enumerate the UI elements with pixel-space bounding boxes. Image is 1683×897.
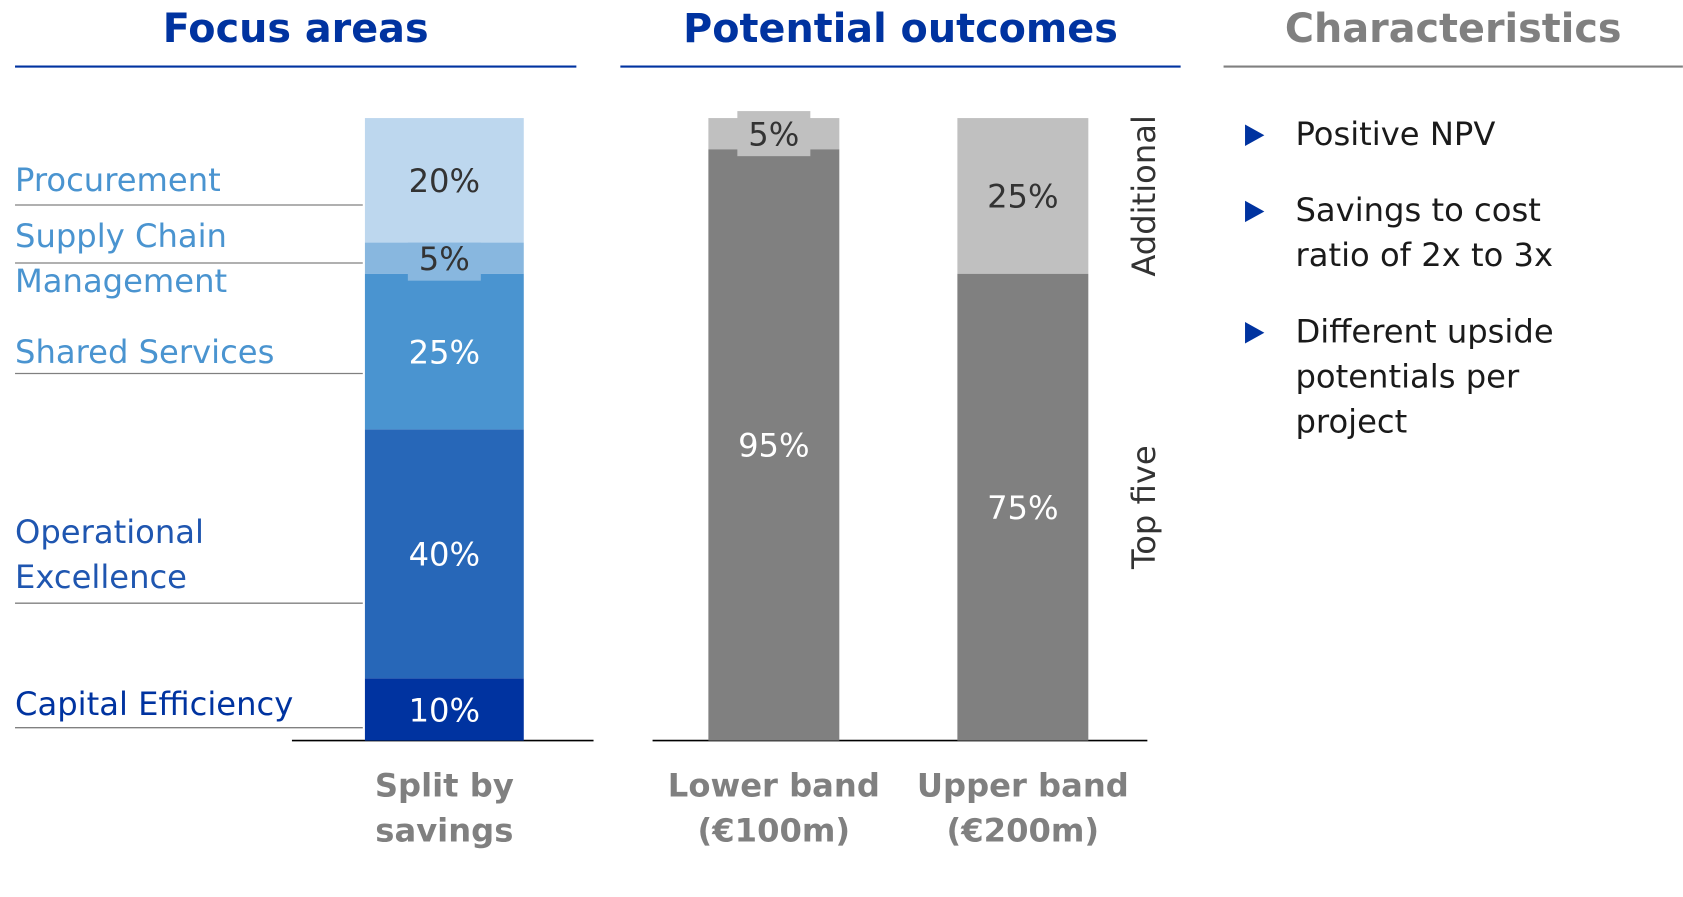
legend-label: Operational Excellence [15,514,204,597]
value-label: 5% [748,115,799,153]
legend-label: Procurement [15,162,221,200]
legend-label: Top five [1125,445,1163,570]
value-label: 75% [987,489,1059,527]
value-label: 5% [419,240,470,278]
bar-segment [364,118,524,243]
value-label: 25% [987,178,1059,216]
label-box [737,111,811,157]
label-box [407,235,481,281]
section-header: Focus areas [162,5,429,52]
bar-segment [708,149,840,741]
section-header: Characteristics [1284,5,1622,52]
legend-label: Shared Services [15,333,275,372]
bullet [1245,321,1265,344]
category-label: Split by savings [374,767,514,851]
bullet [1245,124,1265,146]
value-label: 95% [738,427,810,465]
bar-segment [364,678,524,741]
bar-segment [957,273,1089,741]
category-label: Lower band (€100m) [667,767,880,851]
bar-segment [364,429,524,679]
category-label: Upper band (€200m) [916,767,1129,851]
bar-segment [364,273,524,430]
legend-label: Additional [1125,115,1163,277]
value-label: 10% [409,691,481,729]
bullet-text: Positive NPV [1295,115,1496,154]
bullet [1245,200,1265,223]
bar-segment [957,118,1089,274]
value-label: 40% [409,536,481,574]
bullet-text: Different upside potentials per project [1295,313,1554,442]
section-header: Potential outcomes [683,5,1118,52]
value-label: 20% [409,162,481,200]
legend-label: Supply Chain Management [15,217,228,301]
bullet-text: Savings to cost ratio of 2x to 3x [1295,192,1554,275]
value-label: 25% [409,333,481,371]
legend-label: Capital Efficiency [15,685,294,724]
